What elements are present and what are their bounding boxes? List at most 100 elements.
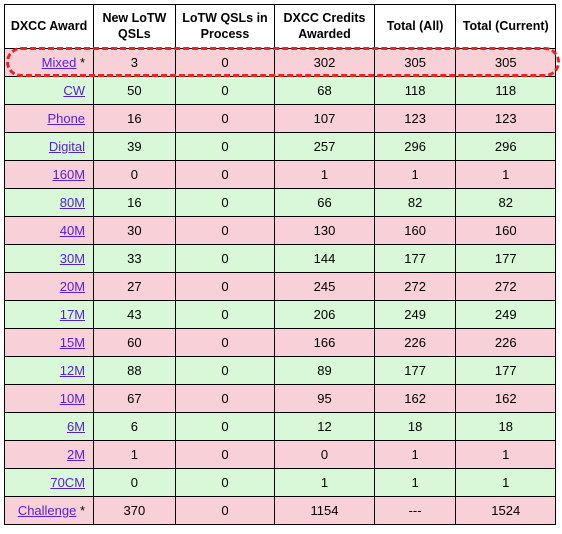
total-all: 177 [374,245,456,273]
award-label-cell: 6M [5,413,94,441]
table-row: 6M60121818 [5,413,556,441]
credits-awarded: 302 [275,49,375,77]
lotw-in-process: 0 [175,217,275,245]
award-label-cell: Challenge * [5,497,94,525]
award-label-cell: Mixed * [5,49,94,77]
new-lotw-qsls: 43 [94,301,176,329]
award-link-30m[interactable]: 30M [60,251,85,266]
total-current: 177 [456,245,556,273]
col-header-0: DXCC Award [5,5,94,49]
credits-awarded: 1154 [275,497,375,525]
credits-awarded: 144 [275,245,375,273]
award-link-80m[interactable]: 80M [60,195,85,210]
lotw-in-process: 0 [175,273,275,301]
total-current: 82 [456,189,556,217]
award-label-cell: Phone [5,105,94,133]
table-row: 40M300130160160 [5,217,556,245]
new-lotw-qsls: 33 [94,245,176,273]
table-row: 20M270245272272 [5,273,556,301]
total-all: 226 [374,329,456,357]
star-icon: * [76,503,85,518]
total-current: 118 [456,77,556,105]
award-link-digital[interactable]: Digital [49,139,85,154]
total-current: 272 [456,273,556,301]
award-label-cell: 80M [5,189,94,217]
new-lotw-qsls: 67 [94,385,176,413]
total-all: 118 [374,77,456,105]
total-current: 226 [456,329,556,357]
table-row: CW50068118118 [5,77,556,105]
total-all: 296 [374,133,456,161]
credits-awarded: 89 [275,357,375,385]
credits-awarded: 12 [275,413,375,441]
total-all: 305 [374,49,456,77]
total-current: 1524 [456,497,556,525]
credits-awarded: 245 [275,273,375,301]
lotw-in-process: 0 [175,189,275,217]
table-row: 10M67095162162 [5,385,556,413]
award-link-phone[interactable]: Phone [47,111,85,126]
total-current: 305 [456,49,556,77]
total-all: 177 [374,357,456,385]
table-row: Challenge *37001154---1524 [5,497,556,525]
award-link-40m[interactable]: 40M [60,223,85,238]
credits-awarded: 166 [275,329,375,357]
total-current: 162 [456,385,556,413]
new-lotw-qsls: 16 [94,105,176,133]
award-label-cell: 20M [5,273,94,301]
lotw-in-process: 0 [175,441,275,469]
credits-awarded: 68 [275,77,375,105]
total-current: 296 [456,133,556,161]
lotw-in-process: 0 [175,133,275,161]
award-link-cw[interactable]: CW [63,83,85,98]
credits-awarded: 0 [275,441,375,469]
award-link-160m[interactable]: 160M [53,167,86,182]
lotw-in-process: 0 [175,357,275,385]
dxcc-table-container: DXCC AwardNew LoTW QSLsLoTW QSLs in Proc… [4,4,556,525]
total-all: 82 [374,189,456,217]
total-current: 1 [456,469,556,497]
new-lotw-qsls: 30 [94,217,176,245]
col-header-3: DXCC Credits Awarded [275,5,375,49]
award-link-challenge[interactable]: Challenge [18,503,77,518]
award-link-15m[interactable]: 15M [60,335,85,350]
table-row: 30M330144177177 [5,245,556,273]
lotw-in-process: 0 [175,49,275,77]
total-all: 18 [374,413,456,441]
award-link-mixed[interactable]: Mixed [42,55,77,70]
credits-awarded: 206 [275,301,375,329]
award-link-20m[interactable]: 20M [60,279,85,294]
dxcc-award-table: DXCC AwardNew LoTW QSLsLoTW QSLs in Proc… [4,4,556,525]
col-header-5: Total (Current) [456,5,556,49]
award-label-cell: Digital [5,133,94,161]
total-current: 123 [456,105,556,133]
award-link-2m[interactable]: 2M [67,447,85,462]
award-link-70cm[interactable]: 70CM [50,475,85,490]
total-current: 160 [456,217,556,245]
new-lotw-qsls: 60 [94,329,176,357]
award-link-6m[interactable]: 6M [67,419,85,434]
lotw-in-process: 0 [175,301,275,329]
total-all: --- [374,497,456,525]
award-link-17m[interactable]: 17M [60,307,85,322]
new-lotw-qsls: 50 [94,77,176,105]
table-row: Mixed *30302305305 [5,49,556,77]
award-link-10m[interactable]: 10M [60,391,85,406]
table-row: 2M10011 [5,441,556,469]
table-row: Phone160107123123 [5,105,556,133]
total-current: 1 [456,441,556,469]
total-current: 177 [456,357,556,385]
total-all: 272 [374,273,456,301]
total-all: 1 [374,441,456,469]
total-current: 18 [456,413,556,441]
new-lotw-qsls: 6 [94,413,176,441]
col-header-2: LoTW QSLs in Process [175,5,275,49]
credits-awarded: 95 [275,385,375,413]
credits-awarded: 1 [275,469,375,497]
award-label-cell: 70CM [5,469,94,497]
lotw-in-process: 0 [175,413,275,441]
new-lotw-qsls: 1 [94,441,176,469]
lotw-in-process: 0 [175,161,275,189]
award-label-cell: 30M [5,245,94,273]
award-link-12m[interactable]: 12M [60,363,85,378]
